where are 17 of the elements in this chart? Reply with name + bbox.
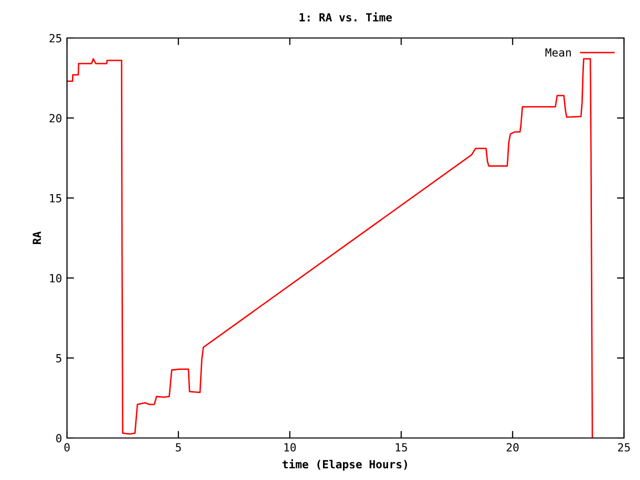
- y-tick-label: 5: [56, 354, 62, 362]
- x-tick-label: 10: [284, 443, 296, 452]
- x-tick-label: 0: [64, 443, 70, 452]
- x-tick-label: 15: [396, 443, 407, 452]
- y-tick-label: 25: [50, 34, 62, 42]
- y-tick-label: 15: [50, 194, 62, 202]
- x-tick-label: 5: [176, 443, 181, 452]
- chart-title: 1: RA vs. Time: [300, 12, 392, 22]
- line-series: [67, 58, 594, 438]
- legend-label: Mean: [545, 48, 571, 57]
- y-tick-label: 20: [50, 114, 62, 122]
- x-axis-title: time (Elapse Hours): [282, 459, 407, 471]
- x-tick-label: 20: [506, 443, 519, 452]
- y-tick-label: 0: [56, 434, 62, 442]
- x-tick-label: 25: [618, 443, 630, 452]
- y-axis-title: RA: [32, 231, 41, 244]
- y-tick-label: 10: [50, 274, 62, 282]
